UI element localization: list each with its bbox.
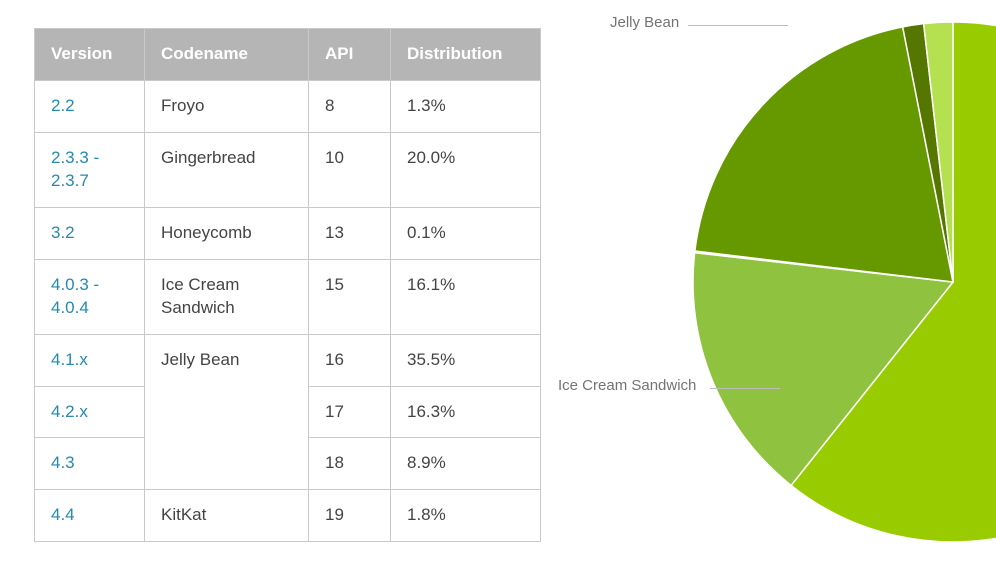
- table-row: 4.0.3 - 4.0.4Ice Cream Sandwich1516.1%: [35, 259, 541, 334]
- cell-api: 8: [309, 80, 391, 132]
- cell-version[interactable]: 3.2: [35, 207, 145, 259]
- table-row: 4.4KitKat191.8%: [35, 490, 541, 542]
- col-header-distribution: Distribution: [391, 29, 541, 81]
- cell-api: 13: [309, 207, 391, 259]
- cell-distribution: 8.9%: [391, 438, 541, 490]
- cell-version[interactable]: 4.0.3 - 4.0.4: [35, 259, 145, 334]
- pie-svg: [693, 22, 996, 542]
- cell-codename: Jelly Bean: [145, 334, 309, 490]
- table-row: 3.2Honeycomb130.1%: [35, 207, 541, 259]
- table-row: 2.3.3 - 2.3.7Gingerbread1020.0%: [35, 132, 541, 207]
- cell-codename: Honeycomb: [145, 207, 309, 259]
- cell-distribution: 1.3%: [391, 80, 541, 132]
- cell-codename: Ice Cream Sandwich: [145, 259, 309, 334]
- cell-version[interactable]: 4.1.x: [35, 334, 145, 386]
- cell-codename: Gingerbread: [145, 132, 309, 207]
- cell-distribution: 20.0%: [391, 132, 541, 207]
- cell-api: 17: [309, 386, 391, 438]
- distribution-pie-chart: Jelly Bean Ice Cream Sandwich: [548, 0, 996, 562]
- distribution-table-container: Version Codename API Distribution 2.2Fro…: [0, 0, 548, 562]
- cell-api: 10: [309, 132, 391, 207]
- table-row: 4.1.xJelly Bean1635.5%: [35, 334, 541, 386]
- cell-codename: Froyo: [145, 80, 309, 132]
- chart-label-line: [688, 25, 788, 26]
- chart-label: Ice Cream Sandwich: [558, 377, 696, 394]
- table-row: 2.2Froyo81.3%: [35, 80, 541, 132]
- col-header-codename: Codename: [145, 29, 309, 81]
- cell-api: 18: [309, 438, 391, 490]
- cell-version[interactable]: 2.3.3 - 2.3.7: [35, 132, 145, 207]
- chart-label-line: [710, 388, 780, 389]
- col-header-version: Version: [35, 29, 145, 81]
- cell-distribution: 1.8%: [391, 490, 541, 542]
- distribution-table: Version Codename API Distribution 2.2Fro…: [34, 28, 541, 542]
- cell-api: 19: [309, 490, 391, 542]
- cell-api: 15: [309, 259, 391, 334]
- cell-distribution: 35.5%: [391, 334, 541, 386]
- cell-version[interactable]: 4.2.x: [35, 386, 145, 438]
- cell-version[interactable]: 4.4: [35, 490, 145, 542]
- cell-distribution: 0.1%: [391, 207, 541, 259]
- cell-version[interactable]: 4.3: [35, 438, 145, 490]
- cell-api: 16: [309, 334, 391, 386]
- table-header-row: Version Codename API Distribution: [35, 29, 541, 81]
- cell-distribution: 16.1%: [391, 259, 541, 334]
- cell-version[interactable]: 2.2: [35, 80, 145, 132]
- cell-codename: KitKat: [145, 490, 309, 542]
- chart-label: Jelly Bean: [610, 14, 679, 31]
- cell-distribution: 16.3%: [391, 386, 541, 438]
- col-header-api: API: [309, 29, 391, 81]
